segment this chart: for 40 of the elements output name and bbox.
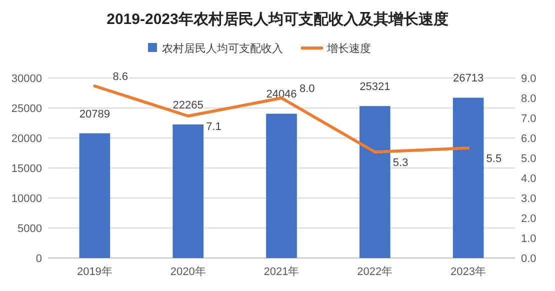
data-label: 5.3 xyxy=(392,157,408,169)
bar xyxy=(359,106,390,258)
y-tick-label: 5000 xyxy=(18,223,42,235)
y-tick-label: 20000 xyxy=(11,133,42,145)
y-tick-label: 25000 xyxy=(11,103,42,115)
legend-label: 增长速度 xyxy=(326,42,371,55)
x-tick-label: 2022年 xyxy=(357,266,393,278)
bar xyxy=(172,124,204,258)
y-tick-label: 10000 xyxy=(11,193,42,205)
y-tick-label: 30000 xyxy=(11,73,42,85)
y2-tick-label: 0.0 xyxy=(521,253,536,265)
y2-tick-label: 3.0 xyxy=(521,193,536,205)
bar xyxy=(79,133,110,258)
y2-tick-label: 5.0 xyxy=(521,153,536,165)
data-label: 26713 xyxy=(453,72,484,85)
chart-title: 2019-2023年农村居民人均可支配收入及其增长速度 xyxy=(106,10,448,28)
x-tick-label: 2023年 xyxy=(450,266,486,278)
y2-tick-label: 2.0 xyxy=(521,213,536,225)
y2-tick-label: 1.0 xyxy=(521,233,536,245)
data-label: 8.6 xyxy=(112,71,128,83)
y-tick-label: 15000 xyxy=(11,163,42,175)
data-label: 8.0 xyxy=(300,83,315,95)
data-label: 24046 xyxy=(266,88,297,101)
data-label: 5.5 xyxy=(486,153,502,165)
data-label: 22265 xyxy=(172,99,204,112)
data-label: 7.1 xyxy=(206,121,222,133)
y-tick-label: 0 xyxy=(36,253,42,265)
bar xyxy=(452,98,484,258)
y2-tick-label: 6.0 xyxy=(521,133,536,145)
y2-tick-label: 9.0 xyxy=(521,73,536,85)
y2-tick-label: 8.0 xyxy=(521,93,536,105)
legend-label: 农村居民人均可支配收入 xyxy=(162,42,283,55)
x-tick-label: 2020年 xyxy=(170,266,206,278)
y2-tick-label: 4.0 xyxy=(521,173,536,185)
y2-tick-label: 7.0 xyxy=(521,113,536,125)
data-label: 25321 xyxy=(360,81,390,94)
bar xyxy=(266,114,297,258)
x-tick-label: 2019年 xyxy=(76,266,112,278)
x-tick-label: 2021年 xyxy=(264,266,300,278)
data-label: 20789 xyxy=(79,108,110,120)
